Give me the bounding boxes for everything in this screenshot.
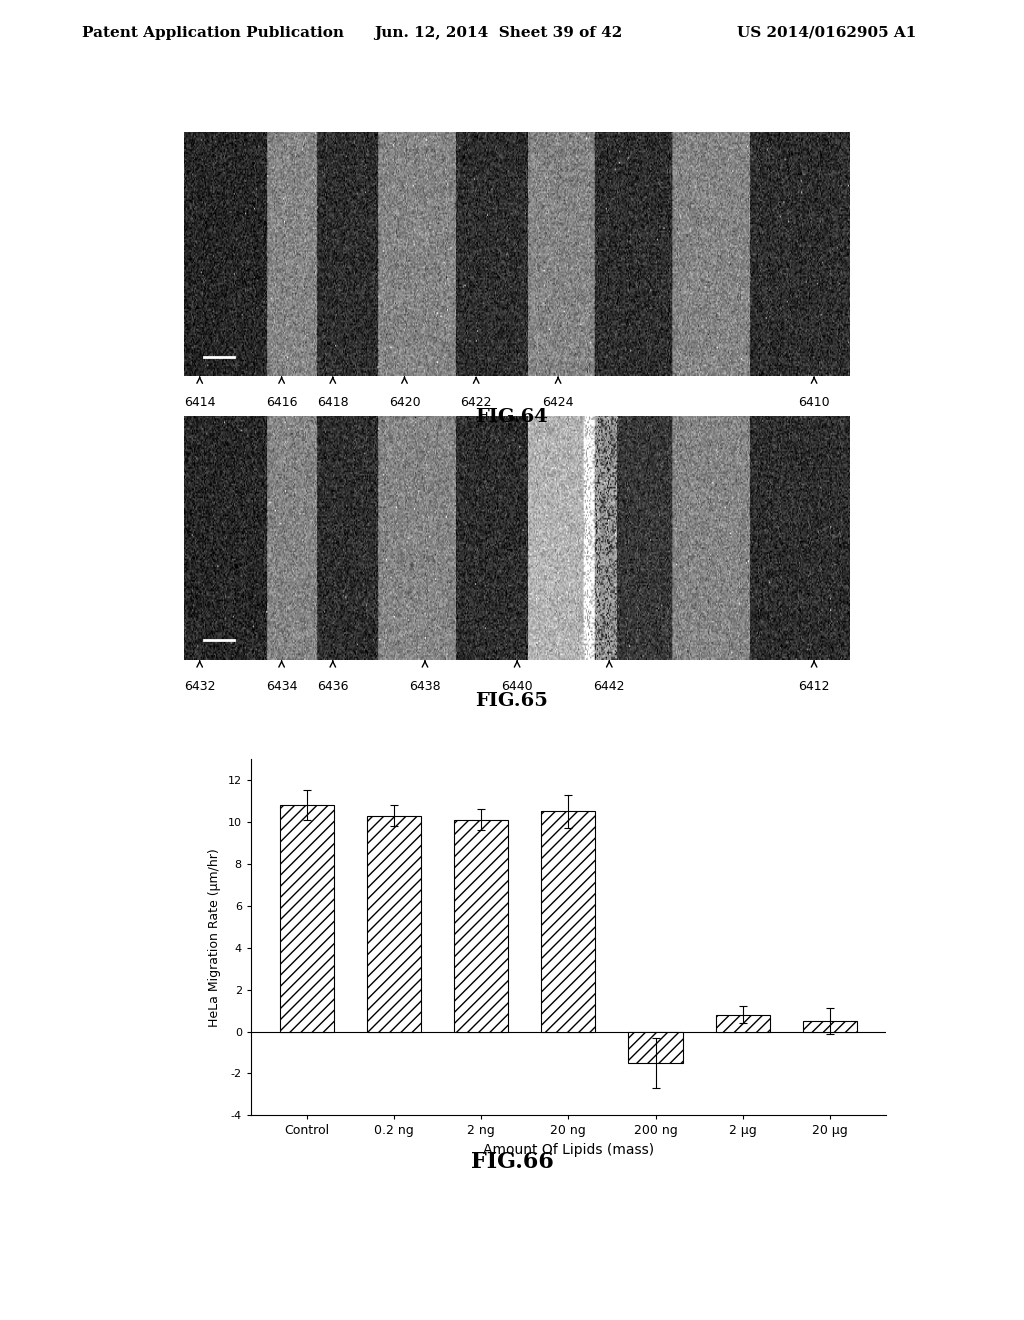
Text: 6434: 6434 <box>266 680 297 693</box>
Bar <box>280 805 334 1031</box>
Text: 6410: 6410 <box>799 396 829 409</box>
Text: 6438: 6438 <box>410 680 440 693</box>
Text: 6436: 6436 <box>317 680 348 693</box>
Text: 6440: 6440 <box>502 680 532 693</box>
Text: 6432: 6432 <box>184 680 215 693</box>
Text: 6414: 6414 <box>184 396 215 409</box>
Text: 6424: 6424 <box>543 396 573 409</box>
Text: FIG.64: FIG.64 <box>475 408 549 426</box>
Bar <box>803 1022 857 1031</box>
Text: 6412: 6412 <box>799 680 829 693</box>
Text: 6418: 6418 <box>317 396 348 409</box>
Text: Jun. 12, 2014  Sheet 39 of 42: Jun. 12, 2014 Sheet 39 of 42 <box>374 26 622 40</box>
Bar <box>629 1031 683 1063</box>
Bar <box>716 1015 770 1031</box>
Bar <box>542 812 595 1031</box>
Text: 6420: 6420 <box>389 396 420 409</box>
Y-axis label: HeLa Migration Rate (μm/hr): HeLa Migration Rate (μm/hr) <box>208 847 221 1027</box>
Text: Patent Application Publication: Patent Application Publication <box>82 26 344 40</box>
Text: US 2014/0162905 A1: US 2014/0162905 A1 <box>737 26 916 40</box>
Text: 6416: 6416 <box>266 396 297 409</box>
Text: FIG.65: FIG.65 <box>475 692 549 710</box>
Text: FIG.66: FIG.66 <box>471 1151 553 1173</box>
Bar <box>454 820 508 1031</box>
Text: 6422: 6422 <box>461 396 492 409</box>
Text: 6442: 6442 <box>594 680 625 693</box>
X-axis label: Amount Of Lipids (mass): Amount Of Lipids (mass) <box>482 1143 654 1158</box>
Bar <box>367 816 421 1031</box>
